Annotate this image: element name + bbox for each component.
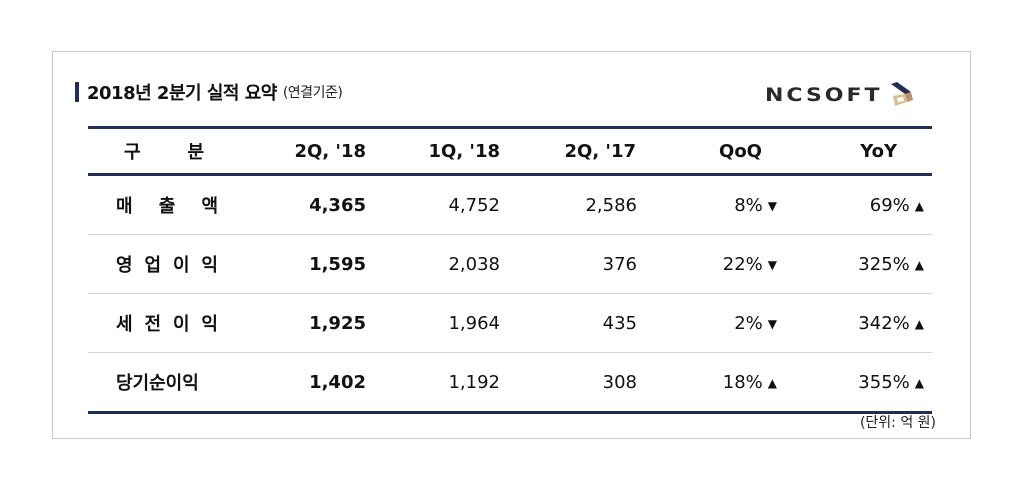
cell-yoy: 355% ▲	[777, 372, 924, 393]
row-divider	[88, 234, 932, 235]
table-top-border	[88, 126, 932, 129]
cell-qoq: 2% ▼	[637, 313, 777, 334]
title-accent-bar	[75, 82, 79, 102]
cell-2q17: 2,586	[585, 194, 637, 216]
cell-2q18: 1,925	[309, 312, 366, 334]
ncsoft-logo: NCSOFT	[765, 80, 917, 110]
up-arrow-icon: ▲	[914, 316, 924, 331]
cell-yoy: 69% ▲	[777, 195, 924, 216]
row-label-char: 세	[116, 314, 133, 335]
header-qoq: QoQ	[719, 140, 762, 162]
ncsoft-logo-mark-icon	[890, 82, 913, 106]
row-label: 세 전 이 익	[88, 310, 238, 336]
header-1q18: 1Q, '18	[428, 140, 501, 162]
title-sub: (연결기준)	[282, 85, 343, 101]
cell-qoq: 8% ▼	[637, 195, 777, 216]
header-2q18: 2Q, '18	[294, 140, 367, 162]
up-arrow-icon: ▲	[914, 375, 924, 390]
cell-1q18: 1,964	[448, 312, 500, 334]
yoy-value: 325%	[858, 253, 910, 275]
header-yoy: YoY	[860, 140, 897, 162]
down-arrow-icon: ▼	[767, 257, 777, 272]
cell-2q17: 308	[602, 371, 637, 393]
cell-2q17: 435	[602, 312, 637, 334]
unit-note: (단위: 억 원)	[859, 415, 936, 431]
row-label-char: 매	[116, 196, 133, 217]
row-label-char: 영	[116, 255, 133, 276]
row-label-char: 액	[201, 196, 218, 217]
yoy-value: 342%	[858, 312, 910, 334]
title-main: 2018년 2분기 실적 요약	[87, 83, 277, 104]
summary-frame	[52, 51, 971, 439]
table-row-revenue: 매 출 액 4,365 4,752 2,586 8% ▼ 69% ▲	[88, 176, 932, 234]
up-arrow-icon: ▲	[914, 198, 924, 213]
cell-2q18: 4,365	[309, 194, 366, 216]
row-label-char: 익	[201, 314, 218, 335]
cell-1q18: 4,752	[448, 194, 500, 216]
row-label-char: 전	[144, 314, 162, 335]
down-arrow-icon: ▼	[767, 316, 777, 331]
header-2q17: 2Q, '17	[564, 140, 637, 162]
qoq-value: 2%	[734, 312, 763, 334]
row-label: 매 출 액	[88, 192, 238, 218]
cell-2q17: 376	[602, 253, 637, 275]
table-row-net-income: 당기순이익 1,402 1,192 308 18% ▲ 355% ▲	[88, 353, 932, 411]
table-row-pretax-profit: 세 전 이 익 1,925 1,964 435 2% ▼ 342% ▲	[88, 294, 932, 352]
qoq-value: 22%	[722, 253, 763, 275]
up-arrow-icon: ▲	[767, 375, 777, 390]
row-label: 당기순이익	[116, 373, 199, 394]
cell-yoy: 325% ▲	[777, 254, 924, 275]
row-label-char: 이	[172, 255, 190, 276]
cell-qoq: 18% ▲	[637, 372, 777, 393]
header-category-char: 구	[124, 142, 141, 163]
row-divider	[88, 352, 932, 353]
qoq-value: 8%	[734, 194, 763, 216]
table-bottom-border	[88, 411, 932, 414]
header-category: 구 분	[88, 138, 218, 164]
page-title: 2018년 2분기 실적 요약 (연결기준)	[75, 79, 343, 105]
row-label-char: 익	[201, 255, 218, 276]
up-arrow-icon: ▲	[914, 257, 924, 272]
earnings-table: 구 분 2Q, '18 1Q, '18 2Q, '17 QoQ YoY 매 출 …	[88, 126, 932, 414]
row-label: 영 업 이 익	[88, 251, 238, 277]
cell-qoq: 22% ▼	[637, 254, 777, 275]
header-category-char: 분	[187, 142, 204, 163]
qoq-value: 18%	[722, 371, 763, 393]
table-header-row: 구 분 2Q, '18 1Q, '18 2Q, '17 QoQ YoY	[88, 129, 932, 173]
cell-yoy: 342% ▲	[777, 313, 924, 334]
row-divider	[88, 293, 932, 294]
yoy-value: 355%	[858, 371, 910, 393]
yoy-value: 69%	[869, 194, 910, 216]
table-row-operating-profit: 영 업 이 익 1,595 2,038 376 22% ▼ 325% ▲	[88, 235, 932, 293]
cell-1q18: 1,192	[448, 371, 500, 393]
row-label-char: 이	[172, 314, 190, 335]
cell-1q18: 2,038	[448, 253, 500, 275]
row-label-char: 출	[158, 196, 176, 217]
down-arrow-icon: ▼	[767, 198, 777, 213]
cell-2q18: 1,595	[309, 253, 366, 275]
row-label-char: 업	[144, 255, 162, 276]
logo-text: NCSOFT	[765, 84, 883, 106]
cell-2q18: 1,402	[309, 371, 366, 393]
header-bottom-border	[88, 173, 932, 176]
